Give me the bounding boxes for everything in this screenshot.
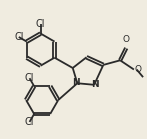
Text: Cl: Cl <box>25 117 34 127</box>
Text: O: O <box>135 65 142 74</box>
Text: Cl: Cl <box>25 73 34 83</box>
Text: O: O <box>123 35 130 44</box>
Text: N: N <box>91 80 99 89</box>
Text: Cl: Cl <box>36 19 45 29</box>
Text: Cl: Cl <box>14 32 24 42</box>
Text: N: N <box>72 78 80 87</box>
